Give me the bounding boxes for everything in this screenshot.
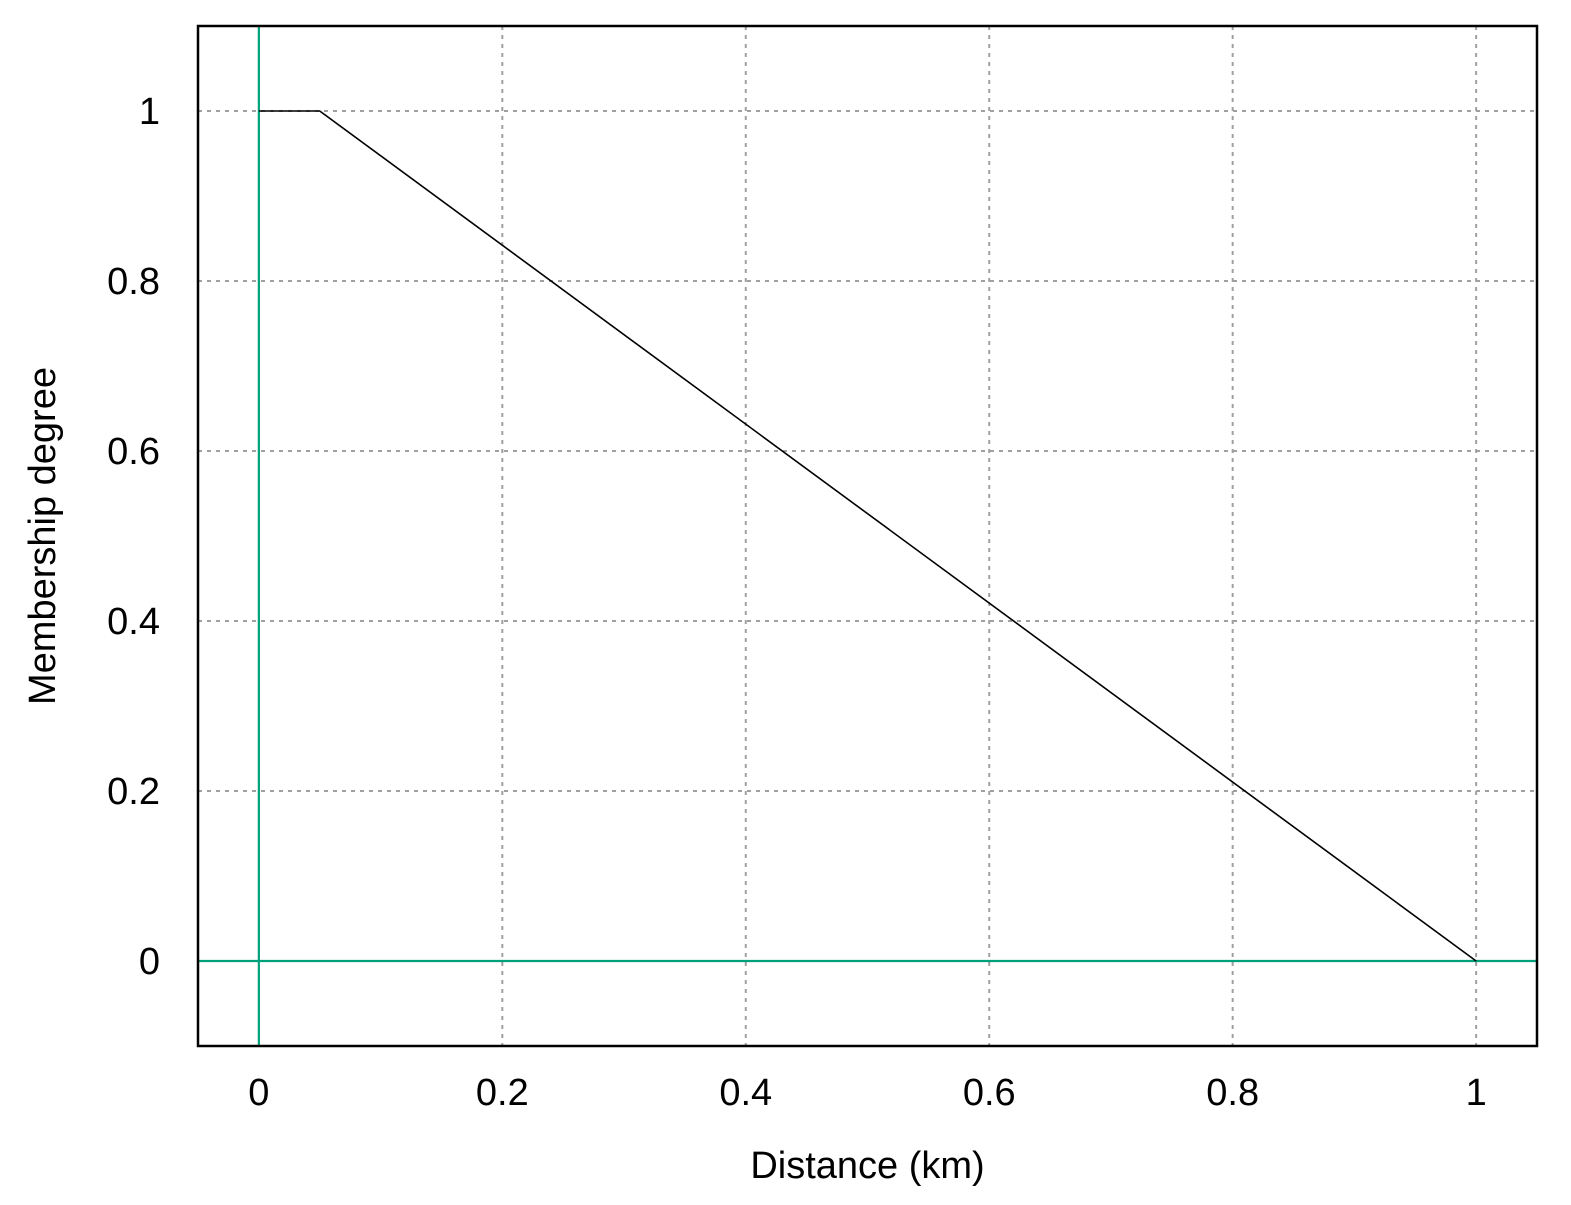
x-tick-label: 0.8 bbox=[1206, 1072, 1259, 1114]
plot-frame bbox=[196, 24, 1539, 1048]
x-tick-label: 0.2 bbox=[476, 1072, 529, 1114]
x-tick-label: 0.4 bbox=[719, 1072, 772, 1114]
series-line-0 bbox=[258, 110, 1477, 962]
y-tick-label: 0.6 bbox=[107, 431, 160, 473]
x-tick-label: 0 bbox=[248, 1072, 269, 1114]
y-tick-label: 0.2 bbox=[107, 771, 160, 813]
zero-axes bbox=[198, 26, 1537, 1046]
y-tick-label: 0.8 bbox=[107, 261, 160, 303]
y-tick-label: 0 bbox=[139, 941, 160, 983]
x-tick-labels: 0 0.2 0.4 0.6 0.8 1 bbox=[248, 1072, 1486, 1114]
series-layer bbox=[258, 110, 1477, 962]
grid bbox=[198, 26, 1537, 1046]
y-tick-label: 1 bbox=[139, 91, 160, 133]
y-tick-label: 0.4 bbox=[107, 601, 160, 643]
x-tick-label: 1 bbox=[1466, 1072, 1487, 1114]
y-axis-title: Membership degree bbox=[22, 367, 64, 705]
y-tick-labels: 0 0.2 0.4 0.6 0.8 1 bbox=[107, 91, 160, 983]
x-tick-label: 0.6 bbox=[963, 1072, 1016, 1114]
x-axis-title: Distance (km) bbox=[750, 1145, 984, 1187]
